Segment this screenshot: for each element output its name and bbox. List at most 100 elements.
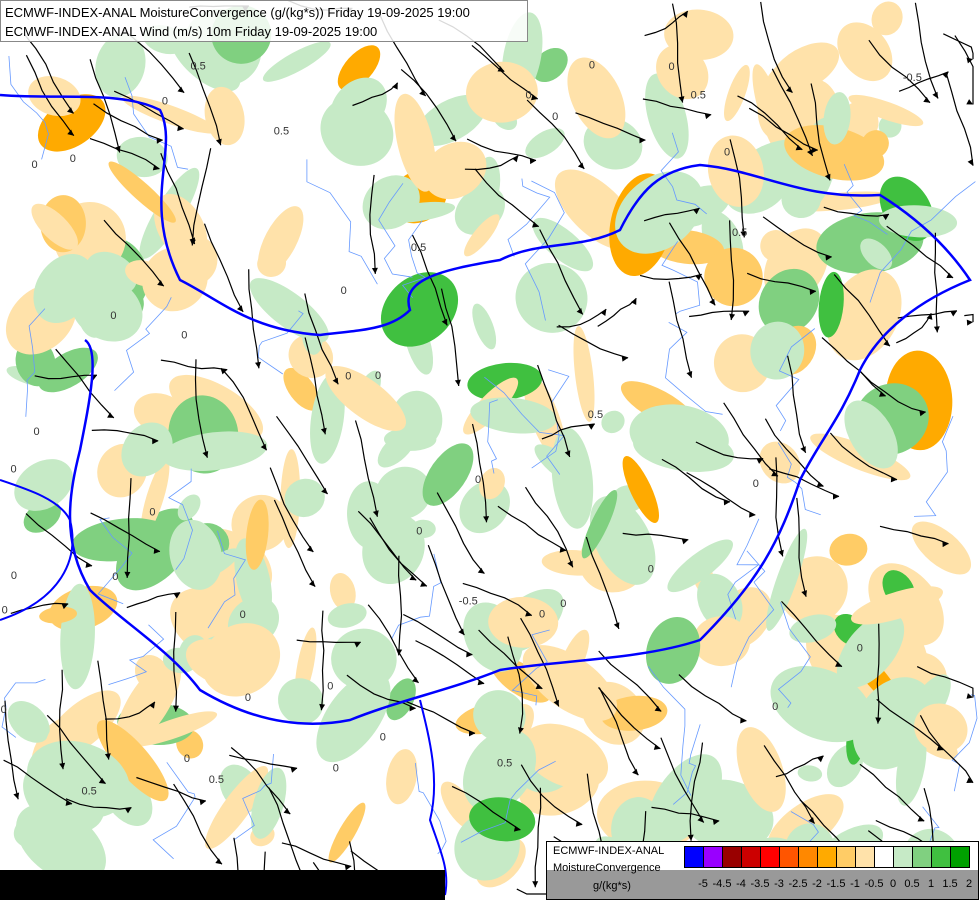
streamline [598, 650, 662, 712]
streamline-arrow [621, 355, 629, 362]
divergence-patch [115, 658, 182, 749]
convergence-patch [27, 740, 130, 819]
streamline [919, 715, 974, 784]
streamline-arrow [525, 610, 532, 617]
contour-labels: 0 0 0 0 0 0 0 0 0 0 0 -0.5 0 0 0 0.5 0.5 0 0 0.5 0 0 0 0 0 0 0 0 0 0.… [1, 60, 922, 798]
legend-tick-label: -2.5 [788, 878, 808, 890]
streamline [367, 604, 419, 684]
streamline-arrow [61, 603, 69, 610]
streamline [89, 59, 121, 153]
river [1, 679, 46, 738]
convergence-patch [284, 478, 325, 518]
divergence-patch [39, 606, 78, 624]
divergence-patch [108, 161, 176, 223]
contour-label: 0 [184, 753, 190, 765]
convergence-patch [177, 494, 201, 521]
streamline-arrow [65, 800, 72, 806]
streamline-arrow [290, 767, 298, 773]
streamline-arrow [173, 592, 181, 599]
streamline-arrow [704, 113, 712, 120]
legend-swatch [894, 847, 913, 867]
convergence-patch [362, 175, 420, 230]
streamline-arrow [654, 705, 662, 712]
streamline-arrow [932, 91, 938, 99]
legend-tick-label: 1 [927, 878, 935, 890]
convergence-patch [386, 678, 416, 721]
convergence-patch [14, 459, 73, 511]
contour-label: 0.5 [82, 786, 97, 798]
convergence-patch [601, 410, 625, 434]
streamline-arrow [723, 499, 730, 506]
streamline-arrow [354, 642, 361, 648]
streamline [821, 337, 886, 397]
streamline [89, 138, 160, 170]
streamline [273, 499, 316, 587]
streamline-arrow [177, 86, 185, 93]
streamline-arrow [933, 326, 940, 333]
streamline-arrow [577, 162, 585, 169]
streamline [436, 492, 485, 574]
divergence-patch [736, 727, 786, 812]
contour-label: 0 [648, 563, 654, 575]
streamline-arrow [483, 516, 490, 523]
streamline-arrow [678, 96, 685, 103]
streamline-arrow [575, 820, 583, 827]
streamline-arrow [681, 538, 689, 545]
river [843, 164, 888, 235]
streamline-arrow [392, 82, 398, 90]
streamline-arrow [553, 699, 559, 707]
streamline-arrow [564, 450, 571, 457]
streamline [474, 168, 540, 228]
streamline [352, 82, 399, 107]
streamline-arrow [513, 825, 521, 832]
convergence-patch [823, 92, 851, 145]
title-moisture-convergence: ECMWF-INDEX-ANAL MoistureConvergence (g/… [5, 5, 470, 20]
contour-label: 0 [589, 60, 595, 72]
streamline-arrow [687, 834, 694, 841]
streamline [886, 225, 954, 279]
river [8, 55, 49, 160]
convergence-patch [7, 701, 50, 743]
streamline [281, 842, 352, 867]
streamline-arrow [742, 311, 750, 317]
streamline [471, 423, 488, 523]
streamline [723, 402, 779, 477]
convergence-patch [251, 767, 287, 839]
streamline-arrow [98, 777, 106, 784]
contour-label: 0 [245, 692, 251, 704]
streamline-arrow [801, 590, 807, 597]
streamline-arrow [559, 546, 567, 553]
streamline [230, 747, 291, 815]
river [730, 550, 775, 688]
contour-label: 0 [333, 762, 339, 774]
streamline [462, 582, 533, 617]
streamline [914, 2, 939, 99]
streamline [136, 776, 207, 802]
streamline-arrow [923, 96, 930, 103]
country-border-west [0, 479, 74, 621]
convergence-patch [797, 765, 823, 782]
convergence-patch [667, 539, 733, 593]
river [114, 297, 172, 391]
river [511, 629, 550, 706]
convergence-patch [380, 272, 459, 347]
streamline-arrow [518, 727, 524, 734]
convergence-patch [278, 678, 324, 725]
convergence-patch [262, 41, 331, 82]
legend-swatch [932, 847, 951, 867]
legend-swatch [875, 847, 894, 867]
divergence-patch [911, 521, 972, 575]
streamline [304, 293, 339, 385]
streamline-arrow [454, 379, 461, 386]
streamline [689, 742, 704, 841]
divergence-patch [283, 367, 320, 411]
river [152, 762, 196, 860]
streamline [451, 785, 521, 831]
streamline-arrow [879, 391, 886, 397]
streamline [403, 613, 473, 656]
convergence-patch [818, 271, 844, 338]
contour-label: 0 [857, 643, 863, 655]
streamline-arrow [420, 581, 427, 587]
streamline-arrow [321, 487, 328, 495]
